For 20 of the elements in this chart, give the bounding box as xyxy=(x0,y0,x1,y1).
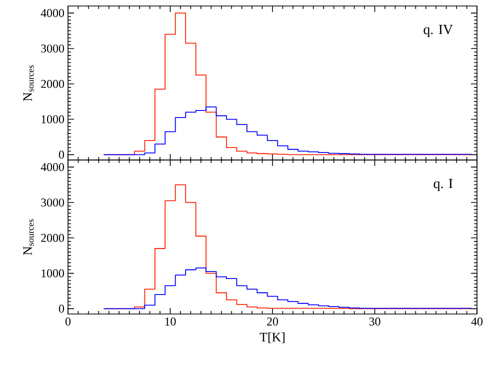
y-tick-label: 2000 xyxy=(41,234,64,242)
y-tick-label: 0 xyxy=(58,150,64,159)
annotation: q. IV xyxy=(424,24,453,38)
y-tick-label: 1000 xyxy=(42,115,64,124)
y-tick-label: 1000 xyxy=(42,269,64,278)
y-axis-title: N$_{sources}$ xyxy=(23,219,34,256)
x-tick-label: 30 xyxy=(369,318,380,326)
y-tick-label: 4000 xyxy=(40,9,64,18)
y-tick-label: 3000 xyxy=(41,44,64,53)
y-axis-title: N$_{sources}$ xyxy=(23,65,34,102)
x-axis-title: T[K] xyxy=(260,332,284,344)
x-tick-label: 40 xyxy=(471,318,483,326)
x-tick-label: 20 xyxy=(267,318,278,326)
annotation: q. I xyxy=(434,178,453,192)
x-tick-label: 10 xyxy=(165,318,176,326)
y-tick-label: 4000 xyxy=(40,163,64,172)
y-tick-label: 3000 xyxy=(41,198,64,207)
y-tick-label: 2000 xyxy=(41,80,64,88)
y-tick-label: 0 xyxy=(58,304,64,313)
x-tick-label: 0 xyxy=(65,318,71,326)
